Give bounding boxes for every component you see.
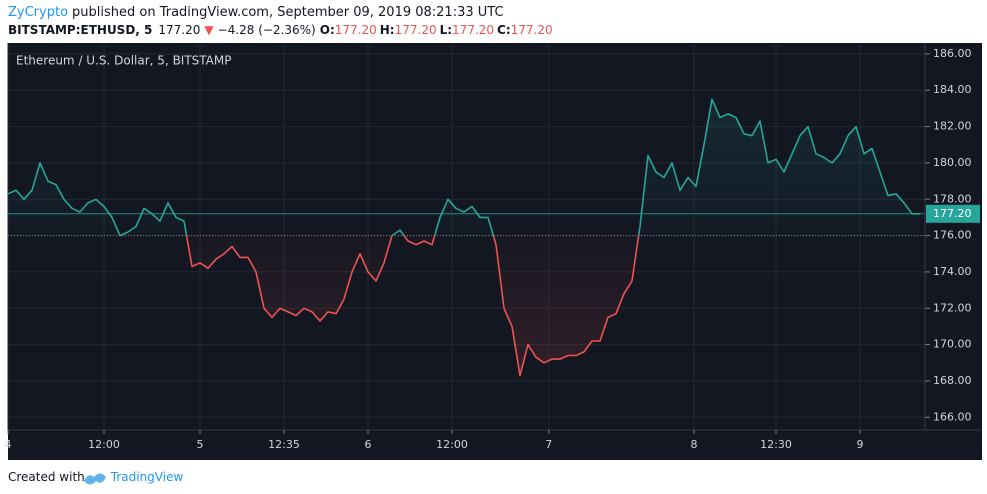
y-tick-label: 182.00 — [933, 120, 972, 133]
series — [7, 98, 925, 377]
last-price-label: 177.20 — [933, 207, 972, 220]
ohlc-label: C: — [497, 23, 511, 37]
y-tick-label: 166.00 — [933, 410, 972, 423]
created-with: Created with — [8, 470, 85, 484]
axis-labels: 166.00 168.00 170.00 172.00 174.00 176.00 178.… — [5, 47, 980, 451]
y-tick-label: 186.00 — [933, 47, 972, 60]
published: published on TradingView.com, September … — [72, 5, 504, 20]
x-tick-label: 12:30 — [760, 438, 792, 451]
x-tick-label: 4 — [5, 438, 12, 451]
ohlc-value: 177.20 — [335, 23, 377, 37]
x-tick-label: 5 — [197, 438, 204, 451]
y-tick-label: 178.00 — [933, 192, 972, 205]
brand[interactable]: TradingView — [110, 470, 184, 484]
x-tick-label: 9 — [857, 438, 864, 451]
price-line — [7, 98, 920, 377]
symbol: BITSTAMP:ETHUSD, 5 — [8, 23, 152, 37]
y-tick-label: 168.00 — [933, 374, 972, 387]
last-price-box — [926, 204, 980, 223]
header-line-1: ZyCrypto published on TradingView.com, Se… — [8, 5, 504, 20]
x-tick-label: 12:35 — [268, 438, 300, 451]
footer: Created with TradingView — [8, 470, 183, 484]
publisher[interactable]: ZyCrypto — [8, 5, 68, 20]
x-tick-label: 12:00 — [88, 438, 120, 451]
y-tick-label: 174.00 — [933, 265, 972, 278]
x-tick-label: 8 — [691, 438, 698, 451]
down-arrow: ▼ — [204, 23, 214, 37]
ohlc-label: L: — [440, 23, 452, 37]
x-tick-label: 7 — [545, 438, 552, 451]
x-tick-label: 12:00 — [436, 438, 468, 451]
y-tick-label: 180.00 — [933, 156, 972, 169]
ohlc-value: 177.20 — [452, 23, 494, 37]
ohlc-value: 177.20 — [511, 23, 553, 37]
y-tick-label: 172.00 — [933, 301, 972, 314]
y-tick-label: 176.00 — [933, 229, 972, 242]
y-tick-label: 170.00 — [933, 338, 972, 351]
ohlc-label: H: — [380, 23, 395, 37]
ohlc-label: O: — [320, 23, 335, 37]
ohlc-value: 177.20 — [395, 23, 437, 37]
last: 177.20 — [158, 23, 200, 37]
x-tick-label: 6 — [365, 438, 372, 451]
legend-title: Ethereum / U.S. Dollar, 5, BITSTAMP — [16, 54, 231, 68]
chart-background — [8, 43, 982, 460]
y-tick-label: 184.00 — [933, 83, 972, 96]
area-fill — [8, 99, 920, 376]
ohlc: O:177.20 H:177.20 L:177.20 C:177.20 — [320, 23, 553, 37]
change: −4.28 (−2.36%) — [218, 23, 316, 37]
brand-logo — [84, 473, 106, 485]
header-line-2: BITSTAMP:ETHUSD, 5 177.20 ▼ −4.28 (−2.36%) O… — [8, 23, 553, 37]
